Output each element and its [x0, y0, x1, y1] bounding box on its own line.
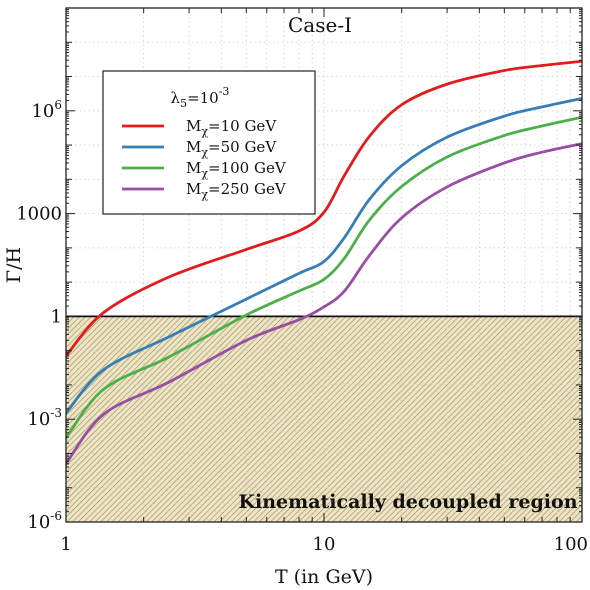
y-tick-labels: 10-6 10-3 1 1000 106 — [16, 98, 62, 533]
shaded-region-label: Kinematically decoupled region — [238, 491, 577, 513]
legend-label-3: Mχ=100 GeV — [186, 159, 287, 180]
legend-label-4: Mχ=250 GeV — [186, 180, 287, 201]
y-tick-label: 10-6 — [27, 509, 62, 533]
y-axis-title: Γ/H — [3, 247, 25, 283]
series-line-4 — [66, 142, 582, 466]
x-tick-label: 100 — [554, 534, 588, 555]
series-line-2 — [66, 97, 582, 415]
x-tick-label: 1 — [60, 534, 71, 555]
series-lines — [66, 59, 582, 466]
x-tick-labels: 1 10 100 — [60, 534, 588, 555]
y-tick-label: 10-3 — [27, 406, 62, 430]
y-tick-label: 106 — [31, 98, 62, 122]
axis-ticks — [65, 7, 583, 523]
y-tick-label: 1 — [51, 306, 62, 327]
x-axis-title: T (in GeV) — [275, 566, 373, 588]
legend-label-2: Mχ=50 GeV — [186, 138, 277, 159]
series-line-1 — [66, 59, 582, 358]
series-line-3 — [66, 115, 582, 440]
y-tick-label: 1000 — [16, 204, 62, 225]
x-tick-label: 10 — [313, 534, 336, 555]
legend-label-1: Mχ=10 GeV — [186, 117, 277, 138]
chart-title: Case-I — [288, 13, 352, 37]
